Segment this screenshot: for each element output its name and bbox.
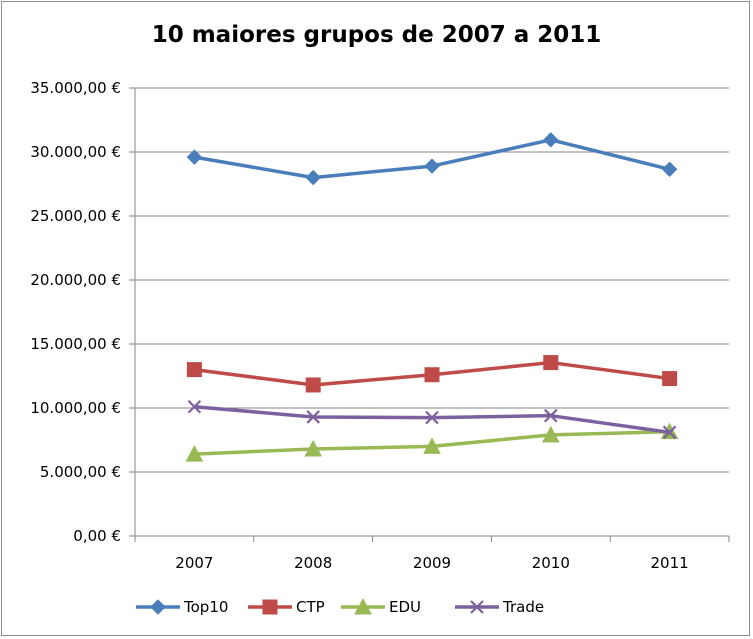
data-point-top10 <box>424 158 440 174</box>
y-tick-label: 30.000,00 € <box>30 143 121 161</box>
x-tick-label: 2011 <box>651 554 689 572</box>
y-tick-label: 25.000,00 € <box>30 207 121 225</box>
legend-marker-edu <box>354 597 372 615</box>
x-tick-label: 2007 <box>175 554 213 572</box>
data-point-edu <box>185 445 204 462</box>
data-point-ctp <box>424 367 440 383</box>
data-point-trade <box>306 410 320 424</box>
y-tick-label: 20.000,00 € <box>30 271 121 289</box>
legend-label-trade: Trade <box>502 598 544 616</box>
legend-label-ctp: CTP <box>296 598 325 616</box>
y-tick-label: 5.000,00 € <box>40 463 121 481</box>
y-tick-label: 0,00 € <box>73 527 121 545</box>
y-tick-label: 10.000,00 € <box>30 399 121 417</box>
data-point-edu <box>541 425 560 443</box>
data-point-trade-stroke <box>187 399 202 414</box>
legend-label-edu: EDU <box>389 598 421 616</box>
data-point-top10 <box>186 149 203 165</box>
legend-marker-trade-stroke <box>470 600 484 614</box>
data-point-ctp <box>305 377 321 393</box>
legend-marker-trade <box>470 600 484 614</box>
x-tick-label: 2008 <box>294 554 332 572</box>
legend-marker-top10 <box>150 599 166 615</box>
data-point-edu <box>304 439 323 457</box>
data-point-trade-stroke <box>306 410 320 424</box>
data-point-trade <box>662 425 677 440</box>
data-point-ctp <box>662 371 678 387</box>
y-tick-label: 35.000,00 € <box>30 79 121 97</box>
data-point-top10 <box>543 132 559 148</box>
data-point-trade-stroke <box>425 410 439 425</box>
data-point-trade <box>544 408 558 423</box>
data-point-ctp <box>186 362 202 378</box>
x-tick-label: 2009 <box>413 554 451 572</box>
data-point-top10 <box>661 161 678 177</box>
data-point-trade <box>425 410 439 425</box>
data-point-top10 <box>305 169 321 186</box>
x-tick-label: 2010 <box>532 554 570 572</box>
legend-marker-ctp <box>262 599 278 615</box>
series-line-trade <box>194 404 670 435</box>
chart-title: 10 maiores grupos de 2007 a 2011 <box>151 22 602 48</box>
data-point-trade-stroke <box>662 425 677 440</box>
data-point-ctp <box>543 355 559 371</box>
data-point-trade-stroke <box>544 408 558 423</box>
data-point-trade <box>187 399 202 414</box>
y-tick-label: 15.000,00 € <box>30 335 121 353</box>
legend-label-top10: Top10 <box>183 598 228 616</box>
data-point-edu <box>423 437 441 454</box>
